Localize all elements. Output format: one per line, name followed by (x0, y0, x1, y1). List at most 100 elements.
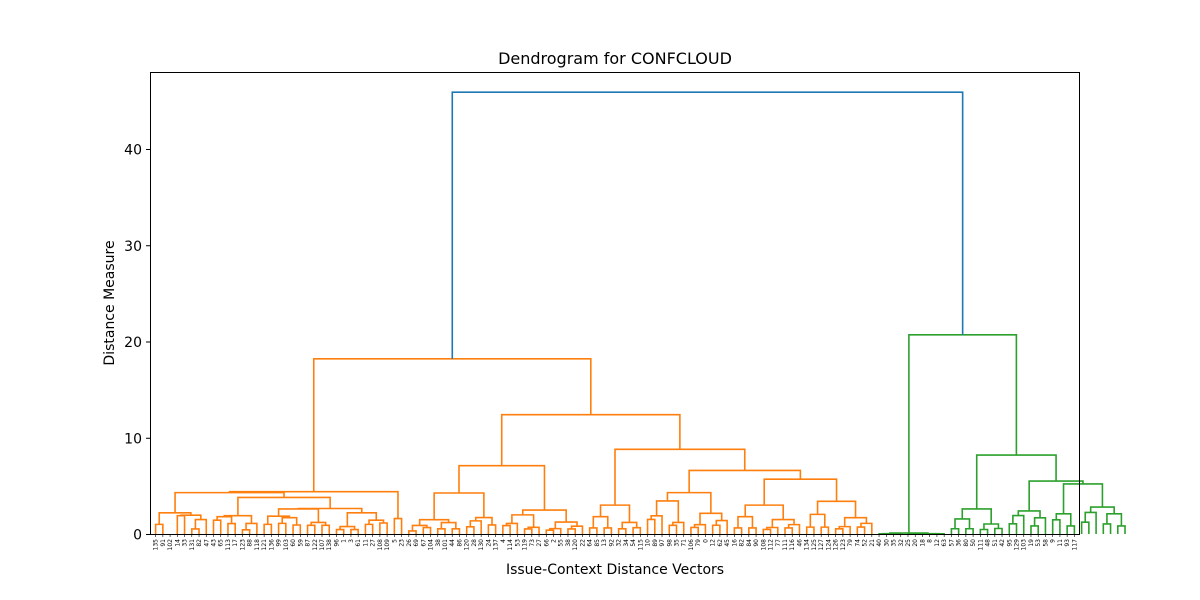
dendrogram-link-114 (1008, 523, 1018, 534)
x-tick-label: 12 (710, 539, 717, 547)
dendrogram-link-60 (632, 526, 642, 534)
x-tick-label: 127 (818, 539, 825, 551)
dendrogram-link-80 (787, 523, 801, 534)
x-tick-label: 32 (616, 539, 623, 547)
x-tick-label: 86 (456, 539, 463, 547)
x-tick-label: 117 (1071, 539, 1078, 551)
x-tick-label: 0 (702, 539, 709, 543)
dendrogram-link-25 (223, 514, 253, 524)
x-tick-label: 38 (435, 539, 442, 547)
x-tick-label: 33 (182, 539, 189, 547)
dendrogram-link-72 (699, 512, 723, 525)
x-tick-label: 130 (478, 539, 485, 551)
x-tick-label: 107 (319, 539, 326, 551)
plot-area (154, 91, 1126, 535)
x-tick-label: 24 (485, 539, 492, 547)
dendrogram-link-106 (889, 532, 929, 534)
dendrogram-link-11 (263, 523, 273, 534)
dendrogram-link-26 (266, 515, 291, 525)
y-axis: 0 10 20 30 40 (124, 143, 150, 544)
dendrogram-link-129 (1028, 480, 1084, 511)
x-axis: 135 91 102 14 33 131 82 47 43 65 113 17 123 88 118 121 1… (153, 534, 1078, 551)
x-tick-label: 27 (536, 539, 543, 547)
x-tick-label: 85 (594, 539, 601, 547)
x-tick-label: 123 (239, 539, 246, 551)
dendrogram-link-111 (994, 527, 1003, 534)
x-tick-label: 18 (919, 539, 926, 547)
x-tick-label: 138 (326, 539, 333, 551)
x-tick-label: 131 (189, 539, 196, 551)
dendrogram-link-33 (422, 526, 432, 534)
x-tick-label: 120 (572, 539, 579, 551)
x-tick-label: 46 (796, 539, 803, 547)
x-tick-label: 9 (1050, 539, 1057, 543)
dendrogram-link-39 (465, 525, 475, 534)
y-axis-label: Distance Measure (102, 240, 118, 365)
x-tick-label: 87 (305, 539, 312, 547)
dendrogram-link-118 (1017, 510, 1041, 518)
x-tick-label: 79 (695, 539, 702, 547)
dendrogram-link-110 (979, 528, 989, 534)
dendrogram-link-94 (614, 448, 746, 506)
dendrogram-link-115 (1012, 514, 1025, 534)
x-tick-label: 20 (912, 539, 919, 547)
x-tick-label: 13 (601, 539, 608, 547)
dendrogram-link-66 (672, 521, 685, 534)
x-tick-label: 98 (666, 539, 673, 547)
x-tick-label: 137 (493, 539, 500, 551)
dendrogram-link-67 (655, 500, 680, 523)
dendrogram-link-10 (245, 522, 258, 534)
x-tick-label: 64 (587, 539, 594, 547)
x-tick-label: 118 (254, 539, 261, 551)
x-tick-label: 26 (406, 539, 413, 547)
dendrogram-link-86 (834, 528, 844, 534)
dendrogram-link-53 (554, 521, 578, 529)
x-tick-label: 61 (355, 539, 362, 547)
x-tick-label: 104 (428, 539, 435, 551)
dendrogram-link-76 (737, 515, 754, 528)
x-tick-label: 108 (377, 539, 384, 551)
dendrogram-link-3 (194, 518, 208, 534)
x-tick-label: 90 (753, 539, 760, 547)
x-tick-label: 97 (659, 539, 666, 547)
x-tick-label: 14 (174, 539, 181, 547)
dendrogram-link-62 (599, 504, 631, 523)
x-tick-label: 96 (333, 539, 340, 547)
x-tick-label: 135 (153, 539, 160, 551)
dendrogram-link-81 (771, 518, 795, 528)
dendrogram-link-128 (1062, 483, 1104, 514)
x-tick-label: 40 (876, 539, 883, 547)
x-tick-label: 53 (1035, 539, 1042, 547)
x-tick-label: 82 (739, 539, 746, 547)
x-tick-label: 93 (1064, 539, 1071, 547)
dendrogram-link-58 (592, 515, 609, 528)
x-tick-label: 119 (522, 539, 529, 551)
x-tick-label: 58 (1042, 539, 1049, 547)
dendrogram-link-29 (237, 496, 331, 516)
dendrogram-link-93 (688, 469, 802, 493)
dendrogram-link-84 (820, 526, 830, 534)
dendrogram-link-21 (364, 523, 374, 534)
dendrogram-link-131 (908, 333, 1018, 534)
dendrogram-link-74 (733, 527, 743, 534)
x-tick-label: 44 (449, 539, 456, 547)
x-tick-label: 92 (608, 539, 615, 547)
dendrogram-link-65 (668, 524, 678, 534)
x-tick-label: 66 (543, 539, 550, 547)
dendrogram-link-19 (350, 528, 359, 534)
dendrogram-link-109 (954, 518, 971, 529)
x-tick-label: 120 (464, 539, 471, 551)
x-tick-label: 121 (261, 539, 268, 551)
dendrogram-link-130 (975, 454, 1057, 509)
dendrogram-link-55 (458, 464, 546, 511)
x-tick-label: 17 (232, 539, 239, 547)
x-tick-label: 80 (963, 539, 970, 547)
dendrogram-link-91 (816, 500, 857, 518)
dendrogram-link-35 (436, 528, 446, 534)
dendrogram-link-70 (711, 524, 721, 534)
dendrogram-link-37 (440, 521, 457, 529)
dendrogram-link-41 (487, 524, 497, 534)
x-tick-label: 25 (905, 539, 912, 547)
x-tick-label: 51 (992, 539, 999, 547)
dendrogram-link-113 (961, 508, 992, 524)
